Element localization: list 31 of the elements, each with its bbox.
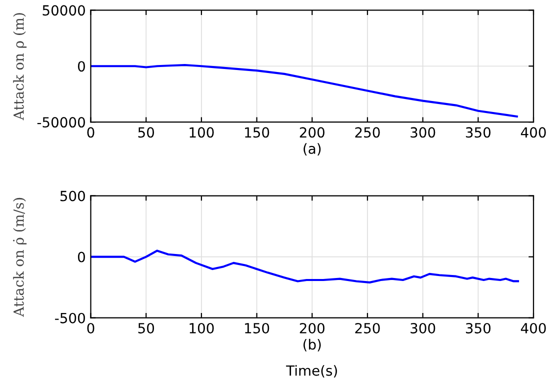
x-tick-label: 100 bbox=[190, 127, 214, 138]
x-tick-label: 150 bbox=[245, 322, 270, 334]
x-tick-label: 200 bbox=[300, 322, 324, 334]
y-tick-label: -500 bbox=[55, 312, 85, 324]
x-tick-label: 250 bbox=[355, 127, 380, 138]
y-tick-label: 0 bbox=[78, 252, 85, 262]
x-axis-title: (a) bbox=[304, 143, 321, 156]
x-tick-label: 250 bbox=[355, 322, 380, 334]
y-tick-label: 50000 bbox=[42, 5, 85, 16]
y-axis-title: Attack on ρ̇ (m/s) bbox=[13, 198, 27, 317]
x-tick-label: 50 bbox=[138, 322, 154, 334]
x-tick-label: 100 bbox=[190, 322, 214, 334]
y-tick-label: -50000 bbox=[37, 117, 85, 128]
line-series bbox=[90, 250, 520, 284]
x-tick-label: 0 bbox=[87, 322, 94, 334]
x-tick-label: 150 bbox=[245, 127, 270, 138]
x-tick-label: 400 bbox=[520, 322, 546, 334]
x-tick-label: 300 bbox=[410, 127, 436, 138]
x-tick-label: 0 bbox=[87, 127, 94, 138]
x-axis-title: (b) bbox=[303, 338, 321, 352]
line-series bbox=[90, 64, 518, 118]
x-tick-label: 350 bbox=[466, 322, 490, 334]
text: Time(s) bbox=[286, 365, 337, 378]
y-tick-label: 0 bbox=[78, 61, 85, 72]
x-tick-label: 300 bbox=[410, 322, 436, 334]
x-tick-label: 400 bbox=[520, 127, 546, 138]
y-tick-label: 500 bbox=[60, 190, 85, 202]
x-tick-label: 200 bbox=[300, 127, 324, 138]
y-axis-title: Attack on ρ (m) bbox=[13, 13, 27, 120]
x-tick-label: 350 bbox=[466, 127, 490, 138]
x-tick-label: 50 bbox=[138, 127, 154, 138]
